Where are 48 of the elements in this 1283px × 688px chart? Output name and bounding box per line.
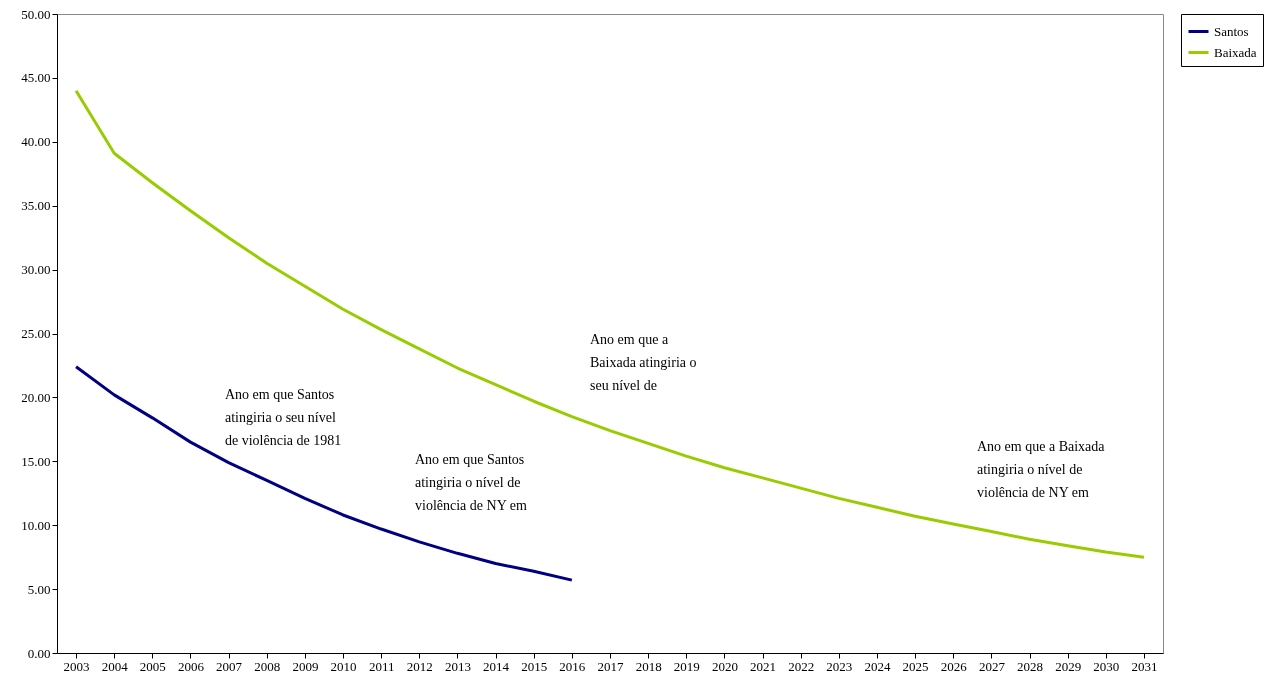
x-tick-label: 2013 <box>444 658 471 674</box>
x-tick-label: 2006 <box>177 658 205 674</box>
x-tick-label: 2012 <box>406 658 433 674</box>
annotation: Ano em que Santos atingiria o nível de violência de NY em <box>415 452 527 513</box>
x-tick-label: 2016 <box>559 658 586 674</box>
x-tick-label: 2027 <box>978 658 1006 674</box>
annotation: Ano em que a Baixada atingiria o nível de violência de NY em <box>977 439 1106 500</box>
x-tick-label: 2023 <box>826 658 853 674</box>
x-tick-label: 2017 <box>597 658 624 674</box>
y-tick-label: 0.00 <box>27 645 51 661</box>
annotation: Ano em que Santos atingiria o seu nível de violência de 1981 <box>225 387 342 448</box>
x-tick-label: 2030 <box>1093 658 1120 674</box>
legend-label: Santos <box>1214 23 1249 39</box>
x-tick-label: 2025 <box>902 658 929 674</box>
y-tick-label: 30.00 <box>21 262 51 278</box>
x-tick-label: 2018 <box>635 658 662 674</box>
y-tick-label: 15.00 <box>21 453 51 469</box>
x-tick-label: 2015 <box>521 658 548 674</box>
x-tick-label: 2024 <box>864 658 891 674</box>
annotation: Ano em que a Baixada atingiria o seu nível de <box>590 332 697 393</box>
line-series <box>74 89 1146 559</box>
x-tick-label: 2022 <box>788 658 815 674</box>
x-tick-label: 2021 <box>750 658 777 674</box>
y-tick-label: 45.00 <box>21 70 51 86</box>
x-tick-label: 2031 <box>1131 658 1158 674</box>
x-tick-label: 2014 <box>483 658 510 674</box>
x-tick-label: 2007 <box>216 658 243 674</box>
x-tick-label: 2010 <box>330 658 357 674</box>
x-tick-label: 2009 <box>292 658 319 674</box>
legend-label: Baixada <box>1214 44 1257 60</box>
x-tick-label: 2005 <box>139 658 166 674</box>
x-tick-label: 2029 <box>1055 658 1082 674</box>
line-series <box>74 365 574 582</box>
x-tick-label: 2028 <box>1017 658 1044 674</box>
x-tick-label: 2003 <box>63 658 90 674</box>
x-tick-label: 2011 <box>368 658 395 674</box>
y-tick-label: 40.00 <box>21 134 51 150</box>
x-tick-label: 2026 <box>940 658 968 674</box>
y-tick-label: 25.00 <box>21 326 51 341</box>
x-tick-label: 2020 <box>711 658 738 674</box>
x-tick-label: 2008 <box>254 658 281 674</box>
x-tick-label: 2004 <box>101 658 129 674</box>
y-tick-label: 35.00 <box>21 198 51 214</box>
y-tick-label: 10.00 <box>21 517 51 533</box>
y-tick-label: 5.00 <box>27 581 51 597</box>
x-tick-label: 2019 <box>673 658 700 674</box>
y-tick-label: 20.00 <box>21 389 51 405</box>
y-tick-label: 50.00 <box>21 6 51 22</box>
